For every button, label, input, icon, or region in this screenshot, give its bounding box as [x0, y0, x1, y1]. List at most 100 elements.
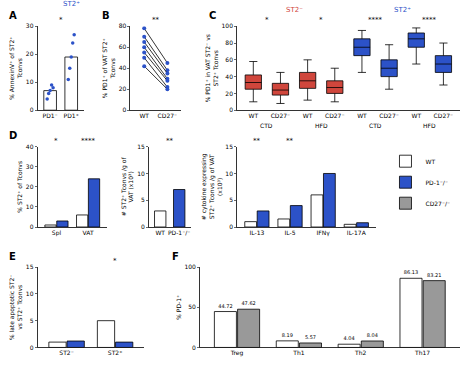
svg-text:D: D — [9, 130, 17, 141]
svg-text:86.13: 86.13 — [404, 269, 418, 275]
svg-text:WT: WT — [155, 229, 165, 236]
svg-text:10: 10 — [137, 170, 145, 177]
svg-text:*: * — [265, 16, 269, 24]
svg-text:ST2⁺: ST2⁺ — [63, 0, 80, 8]
svg-text:15: 15 — [137, 143, 145, 150]
svg-text:0: 0 — [192, 344, 196, 351]
svg-text:0: 0 — [30, 106, 34, 113]
svg-text:20: 20 — [225, 90, 233, 97]
svg-text:****: **** — [422, 16, 437, 24]
svg-text:****: **** — [81, 137, 96, 145]
svg-text:Spl: Spl — [52, 229, 62, 237]
svg-text:0: 0 — [141, 223, 145, 230]
svg-text:CTD: CTD — [260, 122, 273, 129]
svg-text:**: ** — [166, 137, 174, 145]
svg-text:ST2⁻: ST2⁻ — [286, 6, 303, 14]
svg-text:5.57: 5.57 — [305, 334, 316, 340]
svg-text:10: 10 — [225, 170, 233, 177]
svg-text:40: 40 — [225, 73, 233, 80]
svg-text:10: 10 — [26, 78, 34, 85]
svg-text:% PD1⁺ in VAT ST2⁻ vsST2⁺ Tcon: % PD1⁺ in VAT ST2⁻ vsST2⁺ Tconvs — [204, 34, 219, 102]
svg-text:0: 0 — [30, 223, 34, 230]
svg-text:ST2⁺: ST2⁺ — [394, 6, 411, 14]
svg-text:WT: WT — [303, 112, 313, 119]
svg-text:IL-17A: IL-17A — [347, 229, 367, 236]
svg-text:WT: WT — [425, 158, 435, 165]
svg-text:HFD: HFD — [423, 122, 436, 129]
svg-text:15: 15 — [225, 143, 233, 150]
svg-text:% late apoptotic ST2⁻vs ST2⁺ T: % late apoptotic ST2⁻vs ST2⁺ Tconvs — [8, 275, 23, 341]
svg-text:PD1⁺: PD1⁺ — [64, 112, 79, 119]
svg-text:Th2: Th2 — [354, 349, 366, 356]
svg-text:15: 15 — [26, 263, 34, 270]
svg-text:% ST2⁺ of Tconvs: % ST2⁺ of Tconvs — [16, 161, 23, 213]
svg-text:10: 10 — [26, 290, 34, 297]
svg-text:8.19: 8.19 — [282, 332, 293, 338]
svg-text:8.04: 8.04 — [367, 332, 378, 338]
svg-text:PD-1⁻/⁻: PD-1⁻/⁻ — [168, 229, 191, 236]
svg-text:83.21: 83.21 — [427, 272, 441, 278]
svg-text:5: 5 — [141, 196, 145, 203]
svg-text:IL-5: IL-5 — [285, 229, 296, 236]
svg-text:80: 80 — [225, 39, 233, 46]
svg-text:100: 100 — [184, 263, 196, 270]
svg-text:CD27⁻/⁻: CD27⁻/⁻ — [425, 200, 450, 207]
svg-text:# ST2⁺ Tconvs /g ofVAT (x10³): # ST2⁺ Tconvs /g ofVAT (x10³) — [120, 157, 135, 217]
svg-text:50: 50 — [188, 303, 196, 310]
svg-text:CD27⁻: CD27⁻ — [271, 112, 291, 119]
svg-text:40: 40 — [26, 143, 34, 150]
svg-text:E: E — [9, 251, 16, 262]
svg-text:*: * — [59, 16, 63, 24]
svg-text:0: 0 — [229, 223, 233, 230]
svg-text:Th1: Th1 — [292, 349, 304, 356]
svg-text:47.62: 47.62 — [241, 300, 255, 306]
svg-text:0: 0 — [30, 344, 34, 351]
svg-text:20: 20 — [26, 50, 34, 57]
svg-text:*: * — [54, 137, 58, 145]
svg-text:A: A — [9, 10, 17, 21]
svg-text:PD1⁻: PD1⁻ — [43, 112, 58, 119]
svg-text:B: B — [102, 10, 110, 21]
svg-text:4.04: 4.04 — [344, 335, 355, 341]
svg-text:IFNγ: IFNγ — [317, 229, 331, 237]
svg-text:ST2⁻: ST2⁻ — [59, 349, 73, 356]
svg-text:*: * — [319, 16, 323, 24]
svg-text:% AnnexinV⁺ of ST2⁺Tconvs: % AnnexinV⁺ of ST2⁺Tconvs — [8, 37, 23, 100]
svg-text:C: C — [209, 10, 216, 21]
svg-text:*: * — [113, 257, 117, 265]
svg-text:# cytokine expressingST2⁺ Tcon: # cytokine expressingST2⁺ Tconvs /g of V… — [200, 153, 223, 220]
svg-text:VAT: VAT — [83, 229, 94, 236]
svg-text:ST2⁺: ST2⁺ — [108, 349, 122, 356]
svg-text:F: F — [172, 251, 179, 262]
svg-text:WT: WT — [357, 112, 367, 119]
svg-text:10: 10 — [26, 203, 34, 210]
svg-text:WT: WT — [248, 112, 258, 119]
svg-text:**: ** — [253, 137, 261, 145]
svg-text:HFD: HFD — [315, 122, 328, 129]
svg-text:% PD1⁺ of VAT ST2⁺Tconvs: % PD1⁺ of VAT ST2⁺Tconvs — [101, 38, 116, 98]
svg-text:**: ** — [286, 137, 294, 145]
svg-text:0: 0 — [229, 106, 233, 113]
svg-text:CTD: CTD — [369, 122, 382, 129]
svg-text:Th17: Th17 — [414, 349, 430, 356]
svg-text:30: 30 — [26, 163, 34, 170]
svg-text:CD27⁻: CD27⁻ — [158, 112, 178, 119]
svg-text:**: ** — [152, 16, 160, 24]
svg-text:5: 5 — [229, 196, 233, 203]
svg-text:100: 100 — [222, 22, 234, 29]
svg-text:****: **** — [368, 16, 383, 24]
svg-text:Treg: Treg — [230, 349, 244, 357]
svg-text:5: 5 — [30, 317, 34, 324]
svg-text:60: 60 — [225, 56, 233, 63]
svg-text:CD27⁻: CD27⁻ — [325, 112, 345, 119]
svg-text:WT: WT — [411, 112, 421, 119]
svg-text:WT: WT — [139, 112, 149, 119]
svg-text:80: 80 — [119, 22, 127, 29]
svg-text:20: 20 — [26, 183, 34, 190]
svg-text:20: 20 — [119, 85, 127, 92]
svg-text:% PD-1⁺: % PD-1⁺ — [175, 295, 182, 320]
svg-text:60: 60 — [119, 43, 127, 50]
svg-text:IL-13: IL-13 — [249, 229, 264, 236]
svg-text:CD27⁻: CD27⁻ — [434, 112, 454, 119]
svg-text:0: 0 — [122, 106, 126, 113]
